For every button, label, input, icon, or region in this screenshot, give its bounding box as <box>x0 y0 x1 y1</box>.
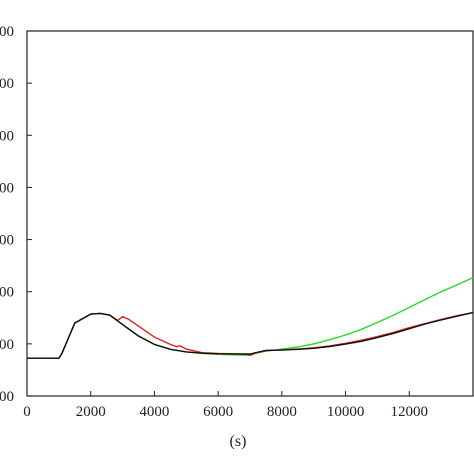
y-tick-label: 00 <box>0 389 14 405</box>
series-line-1 <box>27 276 474 359</box>
series-line-2 <box>27 311 474 359</box>
plot-frame <box>26 30 474 397</box>
series-line-3 <box>27 311 474 359</box>
x-tick-label: 4000 <box>139 404 169 420</box>
x-tick-label: 6000 <box>203 404 233 420</box>
y-tick-label: 00 <box>0 180 14 196</box>
y-tick-label: 00 <box>0 24 14 40</box>
x-axis-label: (s) <box>230 433 247 450</box>
x-tick-label: 2000 <box>76 404 106 420</box>
y-tick-label: 00 <box>0 233 14 249</box>
x-axis: 0 2000 4000 6000 8000 10000 12000 <box>23 391 428 420</box>
y-tick-label: 00 <box>0 76 14 92</box>
series-layer <box>27 276 474 359</box>
x-tick-label: 12000 <box>391 404 429 420</box>
y-tick-label: 00 <box>0 285 14 301</box>
x-tick-label: 8000 <box>267 404 297 420</box>
x-tick-label: 10000 <box>327 404 365 420</box>
y-tick-label: 00 <box>0 337 14 353</box>
x-tick-label: 0 <box>23 404 31 420</box>
y-axis: 00 00 00 00 00 00 00 00 <box>0 24 32 405</box>
y-tick-label: 00 <box>0 128 14 144</box>
